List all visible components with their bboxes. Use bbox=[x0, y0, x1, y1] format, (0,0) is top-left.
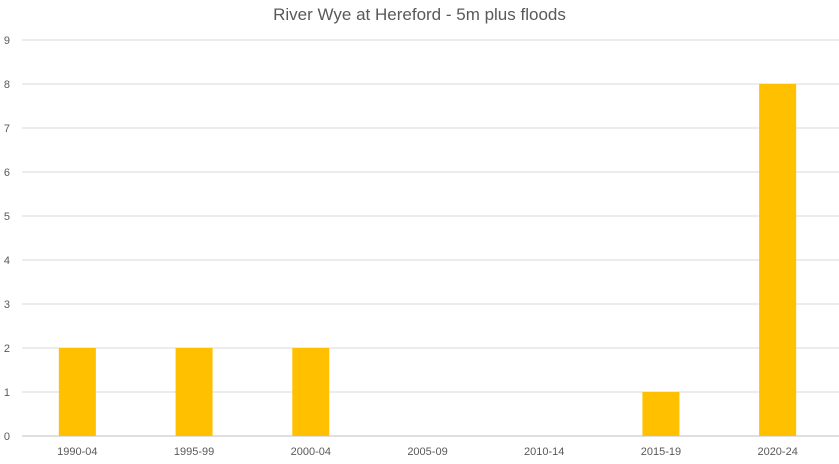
bar-2000-04 bbox=[292, 348, 330, 436]
x-tick-label: 2015-19 bbox=[641, 446, 681, 458]
y-tick-label: 5 bbox=[4, 211, 10, 223]
bars bbox=[58, 84, 797, 436]
y-tick-label: 8 bbox=[4, 79, 10, 91]
y-tick-label: 2 bbox=[4, 343, 10, 355]
tick-labels: 0 1 2 3 4 5 6 7 8 9 1990-04 1995-99 2000-04 2005-09 20… bbox=[4, 35, 798, 458]
bar-1990-04 bbox=[58, 348, 96, 436]
x-tick-label: 1990-04 bbox=[57, 446, 97, 458]
gridlines bbox=[22, 39, 839, 393]
bar-1995-99 bbox=[175, 348, 213, 436]
bar-2020-24 bbox=[759, 84, 797, 436]
x-tick-label: 1995-99 bbox=[174, 446, 214, 458]
y-tick-label: 7 bbox=[4, 123, 10, 135]
bar-2015-19 bbox=[642, 392, 680, 436]
y-tick-label: 9 bbox=[4, 35, 10, 47]
x-tick-label: 2000-04 bbox=[291, 446, 331, 458]
y-tick-label: 4 bbox=[4, 255, 10, 267]
x-tick-label: 2010-14 bbox=[524, 446, 564, 458]
y-tick-label: 0 bbox=[4, 431, 10, 443]
x-tick-label: 2020-24 bbox=[757, 446, 797, 458]
y-tick-label: 6 bbox=[4, 167, 10, 179]
y-tick-label: 3 bbox=[4, 299, 10, 311]
chart-title: River Wye at Hereford - 5m plus floods bbox=[273, 5, 566, 24]
y-tick-label: 1 bbox=[4, 387, 10, 399]
x-tick-label: 2005-09 bbox=[407, 446, 447, 458]
